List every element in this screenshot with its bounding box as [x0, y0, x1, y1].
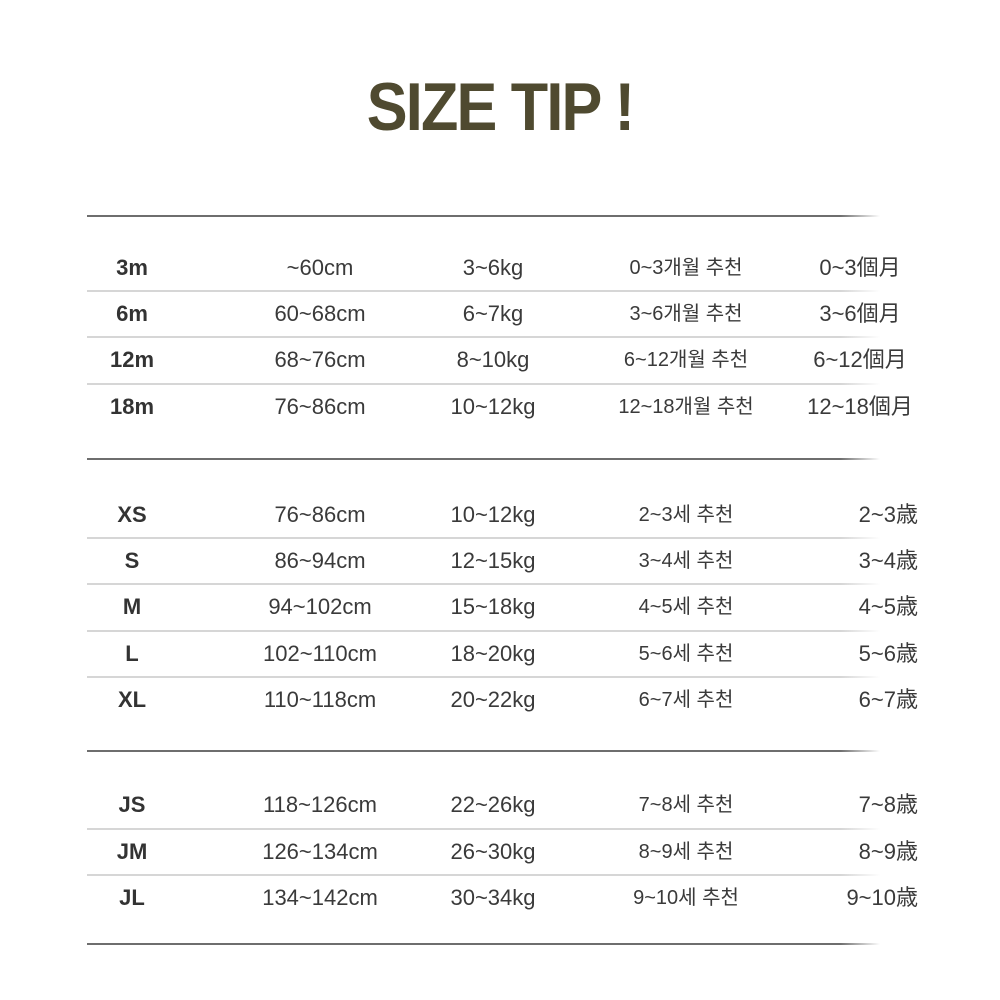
- table-row: L 102~110cm 18~20kg 5~6세 추천 5~6歳: [0, 639, 1000, 669]
- age-korean: 4~5세 추천: [638, 596, 734, 618]
- age-korean: 6~12개월 추천: [623, 349, 749, 371]
- table-row: JS 118~126cm 22~26kg 7~8세 추천 7~8歳: [0, 790, 1000, 820]
- table-row: 6m 60~68cm 6~7kg 3~6개월 추천 3~6個月: [0, 299, 1000, 329]
- size-label: XL: [117, 687, 147, 712]
- height-range: 110~118cm: [263, 687, 377, 712]
- height-range: 118~126cm: [263, 792, 377, 817]
- weight-range: 22~26kg: [450, 792, 536, 817]
- age-chinese: 2~3歳: [858, 502, 918, 527]
- table-row: 18m 76~86cm 10~12kg 12~18개월 추천 12~18個月: [0, 392, 1000, 422]
- height-range: 126~134cm: [262, 839, 378, 864]
- size-label: L: [125, 641, 139, 666]
- table-row: 3m ~60cm 3~6kg 0~3개월 추천 0~3個月: [0, 253, 1000, 283]
- row-divider: [87, 583, 880, 585]
- size-label: JM: [116, 839, 148, 864]
- age-chinese: 5~6歳: [858, 641, 918, 666]
- weight-range: 6~7kg: [462, 301, 524, 326]
- group-divider: [87, 215, 880, 217]
- group-divider: [87, 750, 880, 752]
- table-row: JM 126~134cm 26~30kg 8~9세 추천 8~9歳: [0, 837, 1000, 867]
- age-chinese: 9~10歳: [846, 885, 918, 910]
- age-chinese: 3~6個月: [819, 301, 901, 326]
- age-korean: 12~18개월 추천: [618, 396, 754, 418]
- table-row: M 94~102cm 15~18kg 4~5세 추천 4~5歳: [0, 592, 1000, 622]
- table-row: S 86~94cm 12~15kg 3~4세 추천 3~4歳: [0, 546, 1000, 576]
- height-range: ~60cm: [286, 255, 354, 280]
- height-range: 68~76cm: [274, 347, 366, 372]
- row-divider: [87, 630, 880, 632]
- size-label: S: [124, 548, 140, 573]
- height-range: 134~142cm: [262, 885, 378, 910]
- age-korean: 6~7세 추천: [638, 689, 734, 711]
- age-chinese: 3~4歳: [858, 548, 918, 573]
- age-chinese: 12~18個月: [807, 394, 913, 419]
- row-divider: [87, 676, 880, 678]
- table-row: XL 110~118cm 20~22kg 6~7세 추천 6~7歳: [0, 685, 1000, 715]
- height-range: 76~86cm: [274, 502, 366, 527]
- height-range: 76~86cm: [274, 394, 366, 419]
- table-row: XS 76~86cm 10~12kg 2~3세 추천 2~3歳: [0, 500, 1000, 530]
- size-label: 18m: [109, 394, 155, 419]
- age-chinese: 8~9歳: [858, 839, 918, 864]
- age-korean: 3~6개월 추천: [629, 303, 743, 325]
- height-range: 102~110cm: [263, 641, 377, 666]
- size-label: M: [122, 594, 142, 619]
- age-korean: 9~10세 추천: [633, 887, 739, 909]
- size-label: 12m: [109, 347, 155, 372]
- weight-range: 12~15kg: [450, 548, 536, 573]
- height-range: 94~102cm: [268, 594, 372, 619]
- table-row: 12m 68~76cm 8~10kg 6~12개월 추천 6~12個月: [0, 345, 1000, 375]
- page-title: SIZE TIP !: [366, 69, 635, 145]
- height-range: 60~68cm: [274, 301, 366, 326]
- weight-range: 26~30kg: [450, 839, 536, 864]
- size-label: 6m: [116, 301, 148, 326]
- weight-range: 15~18kg: [450, 594, 536, 619]
- age-korean: 5~6세 추천: [638, 643, 734, 665]
- group-divider: [87, 458, 880, 460]
- height-range: 86~94cm: [274, 548, 366, 573]
- age-korean: 2~3세 추천: [638, 504, 734, 526]
- weight-range: 20~22kg: [450, 687, 536, 712]
- group-divider: [87, 943, 880, 945]
- row-divider: [87, 290, 880, 292]
- row-divider: [87, 383, 880, 385]
- size-label: JS: [118, 792, 146, 817]
- age-korean: 8~9세 추천: [638, 841, 734, 863]
- row-divider: [87, 537, 880, 539]
- weight-range: 18~20kg: [450, 641, 536, 666]
- weight-range: 8~10kg: [456, 347, 530, 372]
- age-korean: 0~3개월 추천: [629, 257, 743, 279]
- age-korean: 3~4세 추천: [638, 550, 734, 572]
- age-chinese: 7~8歳: [858, 792, 918, 817]
- row-divider: [87, 874, 880, 876]
- age-chinese: 6~12個月: [813, 347, 907, 372]
- weight-range: 30~34kg: [450, 885, 536, 910]
- row-divider: [87, 336, 880, 338]
- weight-range: 10~12kg: [450, 394, 536, 419]
- weight-range: 3~6kg: [462, 255, 524, 280]
- row-divider: [87, 828, 880, 830]
- weight-range: 10~12kg: [450, 502, 536, 527]
- size-label: 3m: [116, 255, 148, 280]
- age-chinese: 6~7歳: [858, 687, 918, 712]
- age-korean: 7~8세 추천: [638, 794, 734, 816]
- age-chinese: 4~5歳: [858, 594, 918, 619]
- age-chinese: 0~3個月: [819, 255, 901, 280]
- size-label: XS: [117, 502, 147, 527]
- table-row: JL 134~142cm 30~34kg 9~10세 추천 9~10歳: [0, 883, 1000, 913]
- size-label: JL: [119, 885, 145, 910]
